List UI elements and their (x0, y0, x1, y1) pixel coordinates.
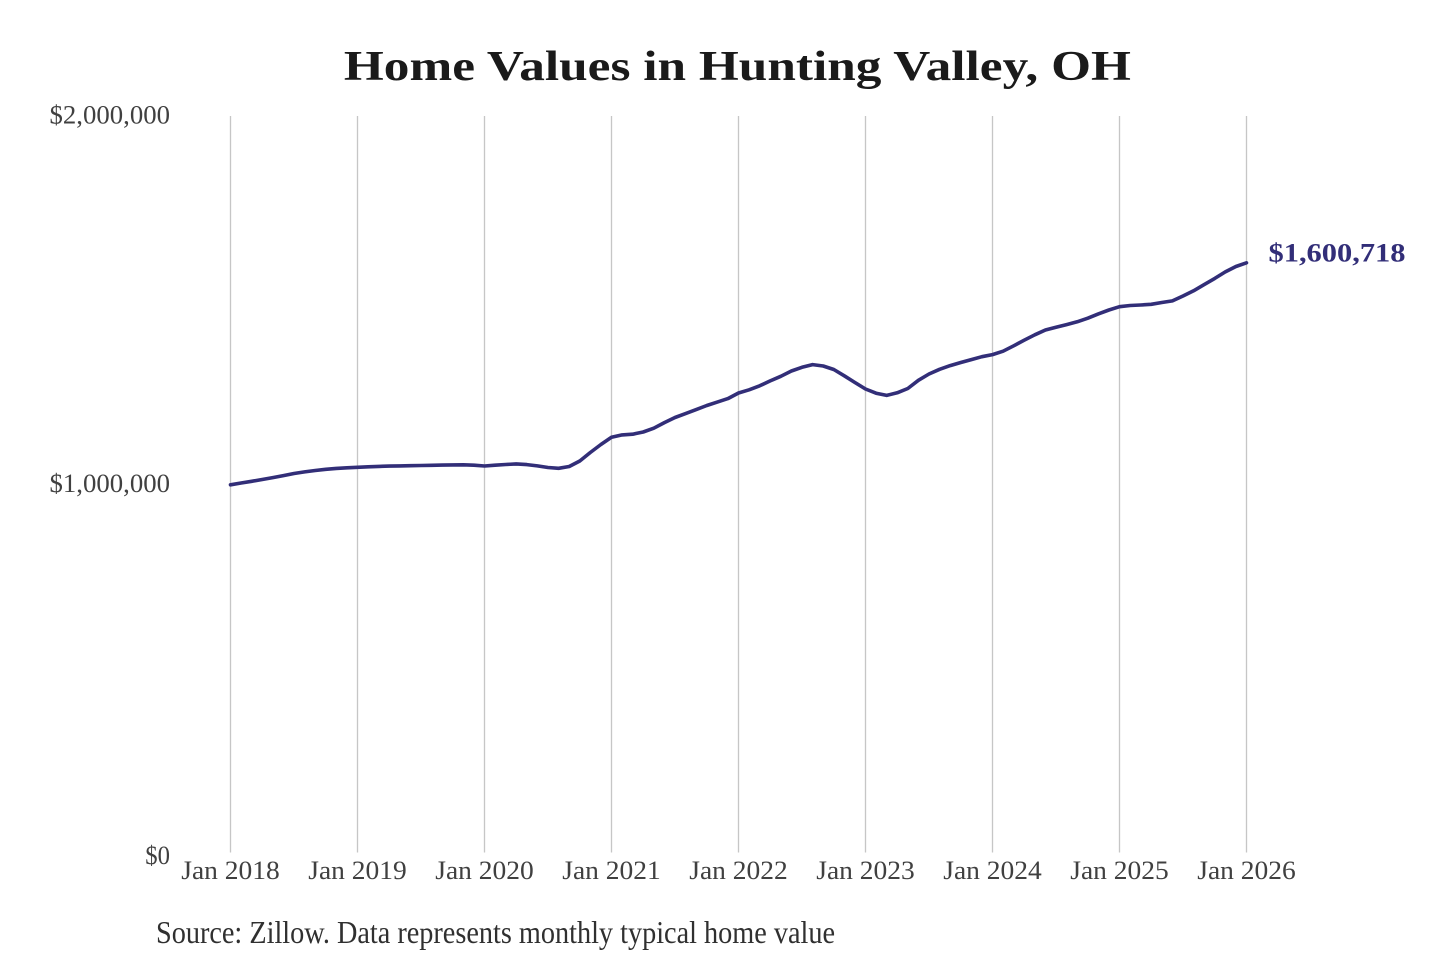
svg-text:Jan 2021: Jan 2021 (562, 856, 661, 885)
svg-text:Home Values in Hunting Valley,: Home Values in Hunting Valley, OH (344, 44, 1131, 90)
svg-text:Jan 2018: Jan 2018 (181, 856, 280, 885)
svg-text:Jan 2019: Jan 2019 (308, 856, 407, 885)
svg-text:$0: $0 (145, 841, 170, 870)
svg-text:Jan 2023: Jan 2023 (816, 856, 915, 885)
svg-text:Jan 2022: Jan 2022 (689, 856, 788, 885)
svg-text:Jan 2025: Jan 2025 (1070, 856, 1169, 885)
svg-text:Jan 2024: Jan 2024 (943, 856, 1042, 885)
svg-text:Jan 2020: Jan 2020 (435, 856, 534, 885)
svg-text:Jan 2026: Jan 2026 (1197, 856, 1296, 885)
svg-text:$1,000,000: $1,000,000 (50, 469, 171, 498)
svg-text:$1,600,718: $1,600,718 (1269, 239, 1406, 268)
svg-text:$2,000,000: $2,000,000 (50, 101, 171, 130)
svg-text:Source: Zillow. Data represent: Source: Zillow. Data represents monthly … (156, 914, 835, 950)
